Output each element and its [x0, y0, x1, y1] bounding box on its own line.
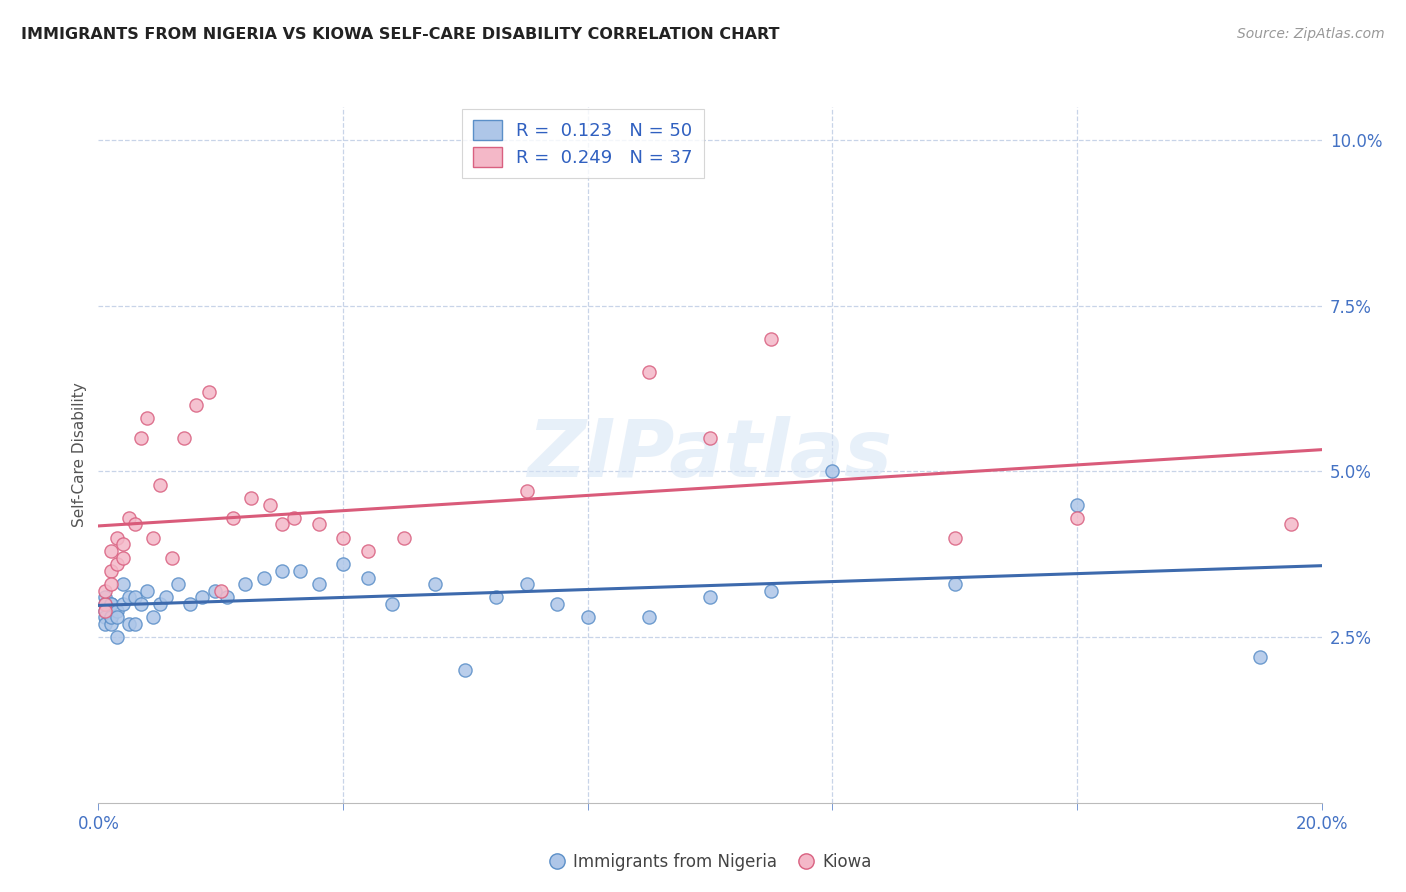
Point	[637, 365, 661, 379]
Text: ZIPatlas: ZIPatlas	[527, 416, 893, 494]
Point	[392, 531, 416, 545]
Point	[100, 564, 122, 578]
Point	[423, 577, 446, 591]
Point	[283, 511, 305, 525]
Y-axis label: Self-Care Disability: Self-Care Disability	[72, 383, 87, 527]
Point	[637, 610, 661, 624]
Point	[454, 663, 477, 677]
Point	[179, 597, 201, 611]
Point	[167, 577, 190, 591]
Point	[209, 583, 232, 598]
Point	[332, 531, 354, 545]
Point	[576, 610, 599, 624]
Point	[155, 591, 177, 605]
Point	[943, 577, 966, 591]
Point	[105, 558, 128, 572]
Point	[943, 531, 966, 545]
Point	[100, 610, 122, 624]
Point	[124, 517, 146, 532]
Point	[516, 577, 538, 591]
Point	[356, 544, 378, 558]
Point	[759, 332, 782, 346]
Point	[308, 577, 330, 591]
Point	[105, 630, 128, 644]
Point	[270, 517, 292, 532]
Point	[136, 583, 159, 598]
Point	[93, 597, 115, 611]
Point	[381, 597, 404, 611]
Point	[356, 570, 378, 584]
Point	[129, 431, 152, 445]
Point	[821, 465, 844, 479]
Point	[546, 597, 568, 611]
Point	[149, 477, 172, 491]
Point	[93, 583, 115, 598]
Point	[105, 610, 128, 624]
Point	[142, 610, 165, 624]
Point	[252, 570, 274, 584]
Point	[105, 604, 128, 618]
Point	[233, 577, 256, 591]
Point	[129, 597, 152, 611]
Point	[759, 583, 782, 598]
Point	[204, 583, 226, 598]
Text: Source: ZipAtlas.com: Source: ZipAtlas.com	[1237, 27, 1385, 41]
Point	[111, 537, 134, 551]
Text: IMMIGRANTS FROM NIGERIA VS KIOWA SELF-CARE DISABILITY CORRELATION CHART: IMMIGRANTS FROM NIGERIA VS KIOWA SELF-CA…	[21, 27, 779, 42]
Point	[173, 431, 195, 445]
Point	[1249, 650, 1271, 665]
Point	[93, 616, 115, 631]
Point	[516, 484, 538, 499]
Point	[699, 591, 721, 605]
Point	[100, 610, 122, 624]
Point	[142, 531, 165, 545]
Point	[308, 517, 330, 532]
Point	[118, 591, 141, 605]
Point	[1279, 517, 1302, 532]
Point	[111, 550, 134, 565]
Point	[111, 597, 134, 611]
Point	[93, 597, 115, 611]
Point	[136, 411, 159, 425]
Point	[149, 597, 172, 611]
Point	[100, 597, 122, 611]
Point	[270, 564, 292, 578]
Point	[100, 597, 122, 611]
Point	[186, 398, 208, 412]
Point	[197, 384, 219, 399]
Point	[93, 604, 115, 618]
Point	[93, 610, 115, 624]
Point	[111, 577, 134, 591]
Point	[100, 616, 122, 631]
Point	[124, 616, 146, 631]
Legend: Immigrants from Nigeria, Kiowa: Immigrants from Nigeria, Kiowa	[541, 847, 879, 878]
Point	[105, 531, 128, 545]
Point	[118, 511, 141, 525]
Point	[699, 431, 721, 445]
Point	[485, 591, 508, 605]
Point	[215, 591, 238, 605]
Point	[160, 550, 183, 565]
Point	[93, 591, 115, 605]
Point	[118, 616, 141, 631]
Point	[100, 577, 122, 591]
Point	[191, 591, 214, 605]
Point	[93, 604, 115, 618]
Point	[222, 511, 245, 525]
Point	[124, 591, 146, 605]
Point	[259, 498, 281, 512]
Point	[240, 491, 263, 505]
Point	[332, 558, 354, 572]
Point	[1066, 498, 1088, 512]
Point	[1066, 511, 1088, 525]
Point	[100, 544, 122, 558]
Point	[290, 564, 312, 578]
